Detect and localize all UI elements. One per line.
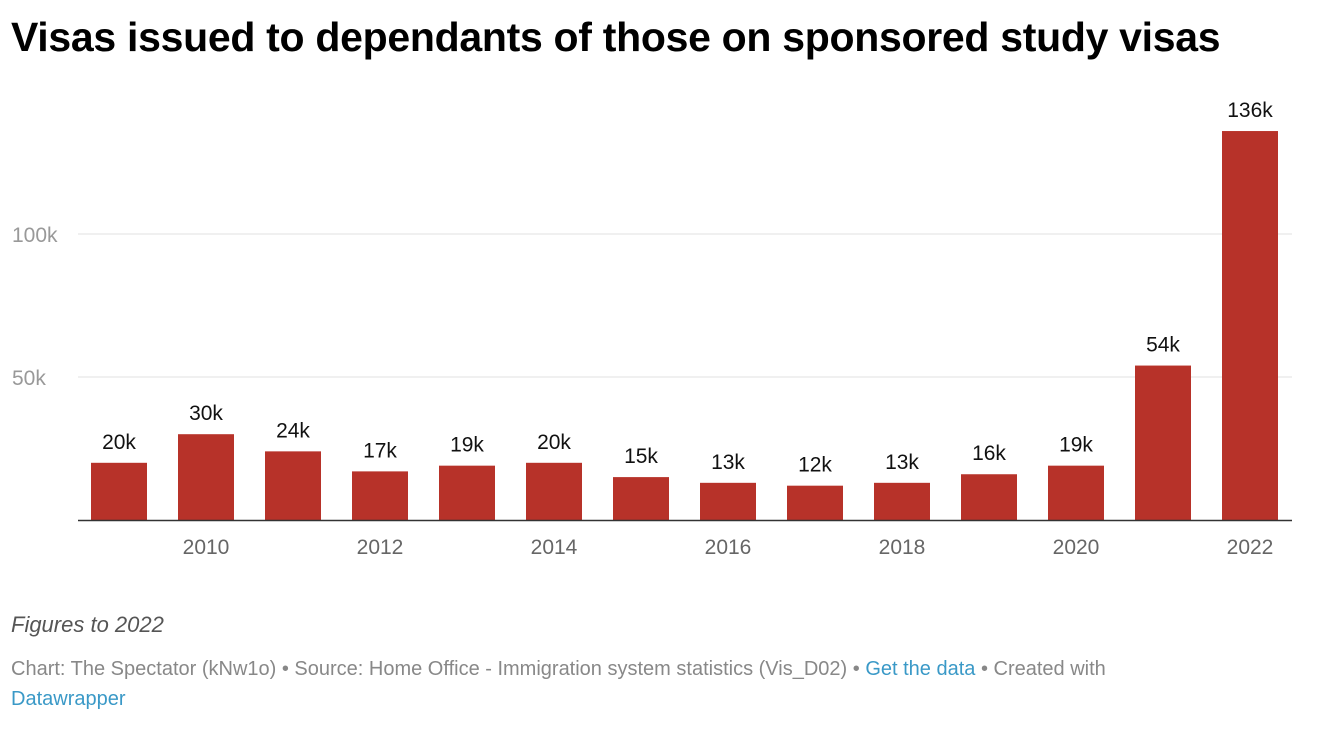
data-label: 17k bbox=[363, 439, 397, 462]
chart-title: Visas issued to dependants of those on s… bbox=[11, 14, 1221, 60]
bar-2020 bbox=[1048, 465, 1104, 520]
data-label: 19k bbox=[450, 434, 484, 457]
bar-2013 bbox=[439, 465, 495, 520]
x-tick-label: 2020 bbox=[1053, 536, 1100, 559]
x-tick-label: 2016 bbox=[705, 536, 752, 559]
data-label: 20k bbox=[537, 431, 571, 454]
data-label: 16k bbox=[972, 442, 1006, 465]
data-label: 30k bbox=[189, 402, 223, 425]
data-label: 13k bbox=[711, 451, 745, 474]
bar-2011 bbox=[265, 451, 321, 520]
separator: • bbox=[975, 658, 994, 680]
get-data-link[interactable]: Get the data bbox=[865, 658, 976, 680]
x-tick-label: 2014 bbox=[531, 536, 578, 559]
bar-2017 bbox=[787, 485, 843, 520]
bar-2009 bbox=[91, 462, 147, 520]
bar-2014 bbox=[526, 462, 582, 520]
x-tick-label: 2022 bbox=[1227, 536, 1274, 559]
data-label: 24k bbox=[276, 419, 310, 442]
bar-2022 bbox=[1222, 131, 1278, 521]
data-label: 13k bbox=[885, 451, 919, 474]
data-label: 12k bbox=[798, 454, 832, 477]
chart-credit: Chart: The Spectator (kNw1o) bbox=[11, 658, 277, 680]
data-label: 136k bbox=[1227, 99, 1273, 122]
bar-2018 bbox=[874, 482, 930, 520]
x-tick-label: 2012 bbox=[357, 536, 404, 559]
separator: • bbox=[847, 658, 866, 680]
bar-2012 bbox=[352, 471, 408, 520]
data-label: 20k bbox=[102, 431, 136, 454]
datawrapper-link[interactable]: Datawrapper bbox=[11, 688, 126, 710]
bar-2010 bbox=[178, 434, 234, 520]
source-text: Source: Home Office - Immigration system… bbox=[294, 658, 848, 680]
bar-2019 bbox=[961, 474, 1017, 520]
bar-2016 bbox=[700, 482, 756, 520]
y-tick-label: 100k bbox=[12, 224, 58, 247]
data-label: 15k bbox=[624, 445, 658, 468]
x-tick-label: 2010 bbox=[183, 536, 230, 559]
data-label: 19k bbox=[1059, 434, 1093, 457]
chart-note: Figures to 2022 bbox=[11, 612, 164, 637]
data-label: 54k bbox=[1146, 334, 1180, 357]
separator: • bbox=[276, 658, 295, 680]
bar-chart: 50k 100k 20k 30k 2010 24k 17k 2012 19k 20k 2014 15k… bbox=[12, 99, 1292, 559]
bar-2021 bbox=[1135, 365, 1191, 520]
x-tick-label: 2018 bbox=[879, 536, 926, 559]
y-tick-label: 50k bbox=[12, 367, 46, 390]
created-with-text: Created with bbox=[993, 658, 1106, 680]
bar-2015 bbox=[613, 477, 669, 520]
chart-footer: Chart: The Spectator (kNw1o) • Source: H… bbox=[11, 654, 1251, 714]
